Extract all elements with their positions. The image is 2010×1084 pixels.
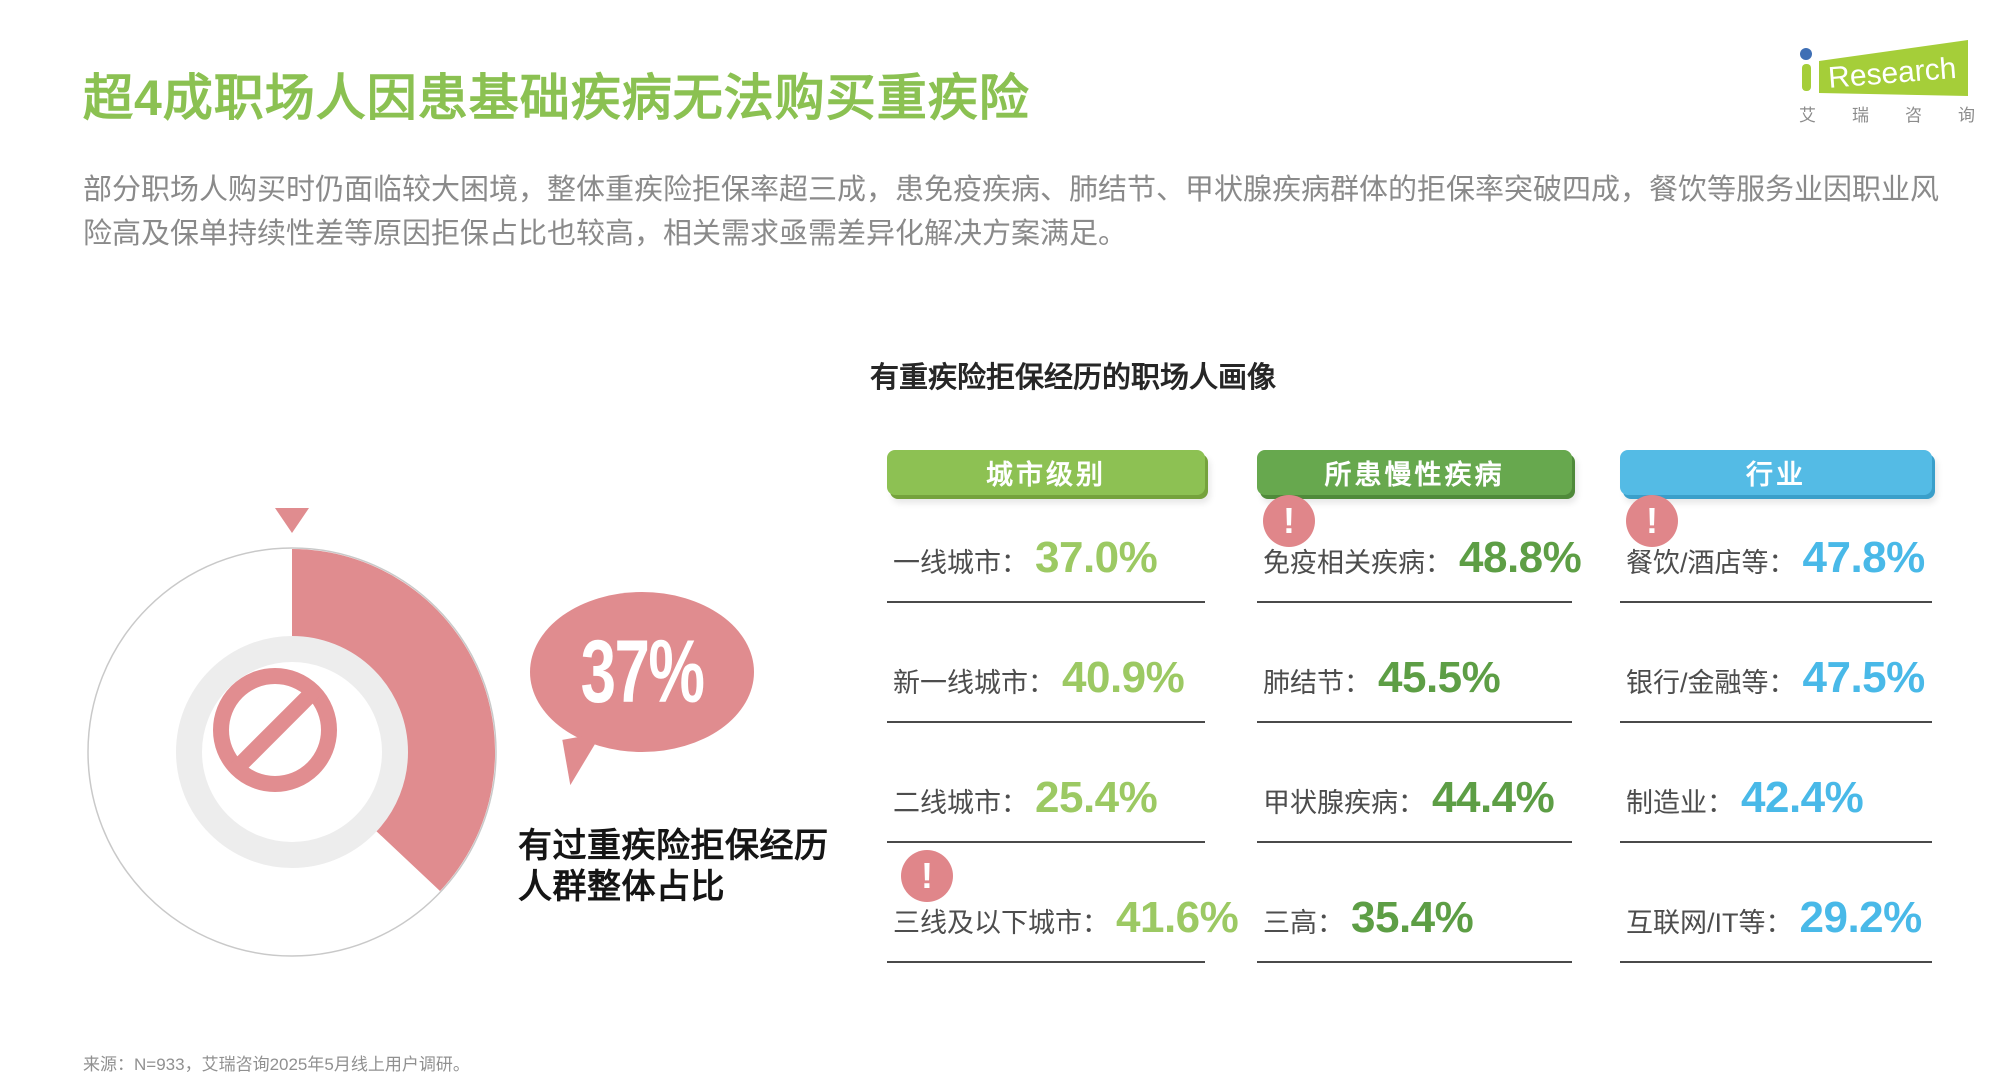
table-row: 银行/金融等： 47.5% [1620,603,1932,723]
speech-bubble-tail [562,732,610,786]
logo-i-stem [1802,64,1811,91]
row-label: 肺结节： [1263,668,1371,698]
logo-chinese-name: 艾瑞咨询 [1799,106,2010,125]
donut-caption: 有过重疾险拒保经历 人群整体占比 [518,826,829,908]
column-chronic-disease: 所患慢性疾病 ! 免疫相关疾病： 48.8% 肺结节： 45.5% 甲状腺疾病：… [1257,450,1582,980]
city-tier-rows: 一线城市： 37.0% 新一线城市： 40.9% 二线城市： 25.4% 三线及… [887,483,1239,963]
alert-icon: ! [901,850,953,902]
chart-title: 有重疾险拒保经历的职场人画像 [870,362,1277,394]
donut-inner-ring [176,636,408,868]
speech-bubble: 37% [530,592,754,752]
table-row: 甲状腺疾病： 44.4% [1257,723,1572,843]
alert-icon: ! [1263,495,1315,547]
row-label: 甲状腺疾病： [1263,788,1425,818]
donut-chart [87,508,497,957]
table-row: 制造业： 42.4% [1620,723,1932,843]
industry-rows: 餐饮/酒店等： 47.8% 银行/金融等： 47.5% 制造业： 42.4% 互… [1620,483,1932,963]
row-label: 制造业： [1626,788,1734,818]
row-value: 37.0% [1035,533,1158,582]
row-label: 互联网/IT等： [1626,908,1793,938]
row-value: 44.4% [1432,773,1555,822]
row-label: 免疫相关疾病： [1263,548,1452,578]
column-header-label: 城市级别 [986,460,1106,490]
intro-paragraph: 部分职场人购买时仍面临较大困境，整体重疾险拒保率超三成，患免疫疾病、肺结节、甲状… [83,174,1940,250]
row-value: 42.4% [1741,773,1864,822]
row-value: 29.2% [1799,893,1923,942]
logo-i-dot [1800,48,1812,60]
row-label: 新一线城市： [893,668,1055,698]
column-industry: 行业 ! 餐饮/酒店等： 47.8% 银行/金融等： 47.5% 制造业： 42… [1620,450,1932,980]
column-city-tier: 城市级别 ! 一线城市： 37.0% 新一线城市： 40.9% 二线城市： 25… [887,450,1239,980]
table-row: 肺结节： 45.5% [1257,603,1572,723]
prohibition-icon [213,668,337,792]
row-label: 银行/金融等： [1626,668,1796,698]
pointer-triangle-icon [275,508,309,533]
row-value: 40.9% [1062,653,1185,702]
table-row: 新一线城市： 40.9% [887,603,1205,723]
donut-wedge-37pct [292,549,496,891]
row-label: 三高： [1263,908,1344,938]
table-row: 互联网/IT等： 29.2% [1620,843,1932,963]
row-value: 35.4% [1351,893,1474,942]
row-value: 48.8% [1459,533,1582,582]
donut-caption-line2: 人群整体占比 [518,868,725,906]
table-row: 三高： 35.4% [1257,843,1572,963]
column-header-industry: 行业 [1620,450,1932,495]
table-row: 免疫相关疾病： 48.8% [1257,483,1582,603]
table-row: 一线城市： 37.0% [887,483,1205,603]
overall-rate-value: 37% [580,621,705,722]
table-row: 餐饮/酒店等： 47.8% [1620,483,1932,603]
row-value: 25.4% [1035,773,1158,822]
column-header-label: 行业 [1746,460,1806,490]
row-value: 41.6% [1116,893,1239,942]
iresearch-logo: Research [1800,40,1968,96]
table-row: 二线城市： 25.4% [887,723,1205,843]
row-value: 47.5% [1802,653,1926,702]
column-header-label: 所患慢性疾病 [1324,460,1505,490]
row-label: 二线城市： [893,788,1028,818]
alert-icon: ! [1626,495,1678,547]
row-label: 餐饮/酒店等： [1626,548,1796,578]
source-note: 来源：N=933，艾瑞咨询2025年5月线上用户调研。 [83,1055,470,1074]
row-value: 47.8% [1802,533,1926,582]
table-row: 三线及以下城市： 41.6% [887,843,1239,963]
page-title: 超4成职场人因患基础疾病无法购买重疾险 [83,70,1030,126]
logo-banner-shape [1819,40,1968,96]
column-header-city-tier: 城市级别 [887,450,1205,495]
row-value: 45.5% [1378,653,1501,702]
donut-caption-line1: 有过重疾险拒保经历 [518,827,829,865]
chronic-disease-rows: 免疫相关疾病： 48.8% 肺结节： 45.5% 甲状腺疾病： 44.4% 三高… [1257,483,1582,963]
column-header-chronic-disease: 所患慢性疾病 [1257,450,1572,495]
row-label: 一线城市： [893,548,1028,578]
row-label: 三线及以下城市： [893,908,1109,938]
